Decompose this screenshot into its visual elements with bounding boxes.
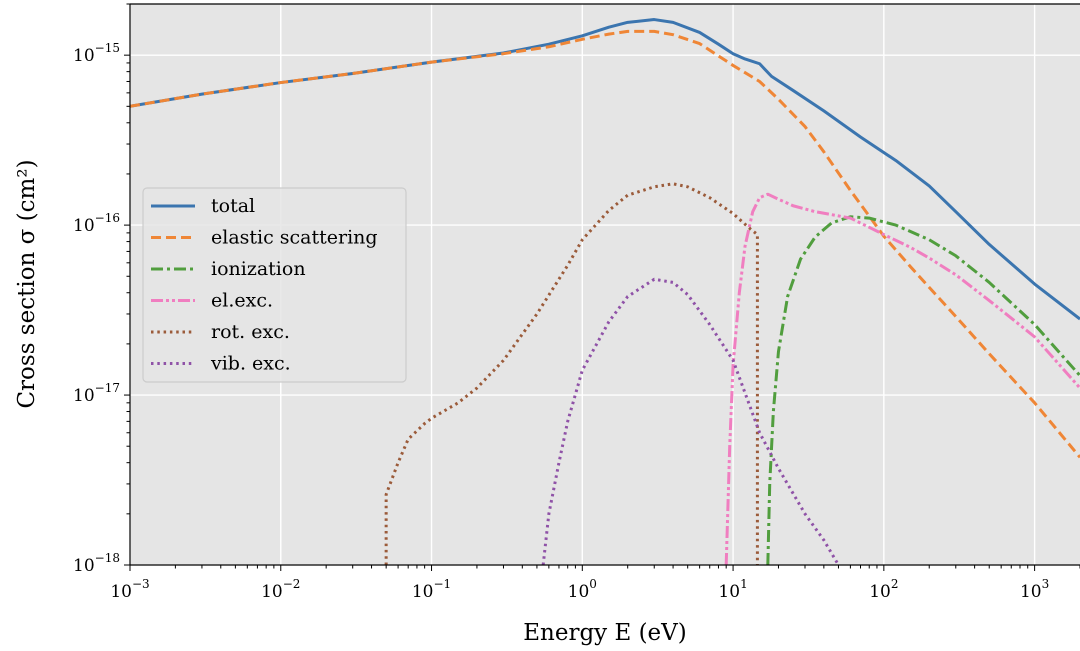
y-tick-label: 10−17 — [73, 381, 120, 406]
y-tick-label: 10−16 — [73, 211, 120, 236]
y-axis-label: Cross section σ (cm²) — [14, 159, 40, 408]
series-layer — [130, 18, 1080, 565]
x-tick-label: 102 — [869, 577, 898, 602]
legend-label: rot. exc. — [211, 321, 290, 343]
x-tick-label: 10−1 — [412, 577, 451, 602]
x-tick-label: 100 — [568, 577, 597, 602]
x-tick-label: 103 — [1020, 577, 1049, 602]
legend-label: ionization — [211, 258, 306, 280]
series-line-ionization — [766, 215, 1080, 565]
y-tick-label: 10−18 — [73, 551, 120, 576]
x-tick-label: 10−2 — [261, 577, 300, 602]
series-line-rot-exc — [384, 182, 759, 565]
axes — [124, 3, 1080, 571]
y-tick-label: 10−15 — [73, 41, 120, 66]
legend-label: vib. exc. — [210, 353, 291, 375]
legend-label: el.exc. — [211, 290, 273, 312]
tick-labels: 10−3 10−2 10−1 100 101 102 103 10−18 10−17 10−16 1… — [73, 41, 1049, 602]
series-line-el-exc — [724, 192, 1080, 565]
x-axis-label: Energy E (eV) — [523, 620, 687, 646]
x-tick-label: 10−3 — [110, 577, 149, 602]
series-line-elastic-scattering — [130, 29, 1080, 459]
legend-label: elastic scattering — [211, 227, 378, 249]
legend: total elastic scattering ionization el.exc.… — [142, 187, 407, 383]
legend-label: total — [211, 195, 255, 217]
legend-box — [142, 187, 407, 383]
x-tick-label: 101 — [718, 577, 747, 602]
series-line-total — [130, 18, 1080, 321]
